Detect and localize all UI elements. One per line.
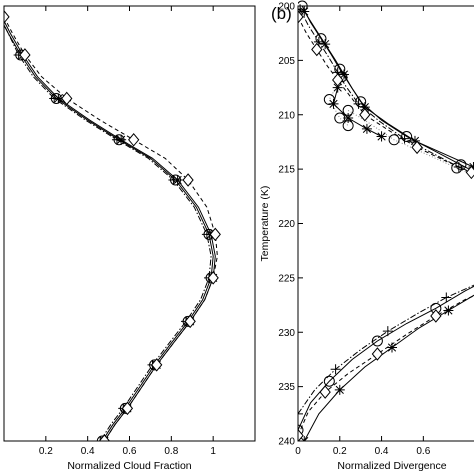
axes-frame (297, 5, 474, 442)
series-4-marker (121, 401, 134, 416)
series-4-line (4, 16, 218, 441)
series-4-marker (376, 131, 387, 142)
series-4-marker (61, 91, 73, 106)
series-5-line-seg-1 (299, 9, 474, 175)
series-4-marker (328, 98, 339, 109)
series-1-line (4, 23, 214, 441)
series-4-marker (343, 113, 354, 124)
series-5-marker (441, 292, 452, 303)
panel-b-plot: 0 0.2 0.4 0.6 200 205 210 215 220 225 230 235 240 Nor… (259, 0, 474, 472)
series-1-marker (323, 375, 335, 387)
series-3-marker (387, 342, 397, 353)
series-3-marker (409, 135, 420, 146)
plot-area (298, 0, 474, 441)
series-5-marker (313, 36, 324, 47)
series-6-marker (298, 10, 304, 24)
x-tick-label: 0.6 (123, 446, 137, 457)
series-4-marker (4, 10, 10, 24)
series-3-marker (334, 384, 345, 395)
series-1-marker (96, 435, 108, 441)
series-4-marker (361, 123, 372, 134)
series-3-line (4, 23, 212, 441)
series-4-marker (207, 271, 219, 285)
series-6-marker (359, 107, 371, 122)
series-3-marker (443, 305, 454, 316)
series-5-marker (298, 408, 303, 419)
y-tick-label: 210 (278, 110, 295, 121)
series-1-marker (298, 424, 304, 436)
series-6-marker (430, 309, 442, 323)
series-6-marker (371, 347, 384, 361)
series-2-marker (388, 134, 400, 146)
series-6-marker (298, 428, 304, 441)
y-tick-label: 205 (278, 56, 295, 67)
series-3-marker (299, 6, 310, 17)
x-axis-label: Normalized Cloud Fraction (67, 460, 191, 472)
series-4-marker (182, 173, 194, 187)
series-3-marker (168, 175, 179, 185)
series-2-line-seg-2 (347, 109, 474, 176)
x-axis-label: Normalized Divergence (337, 460, 446, 472)
series-4-marker (184, 314, 196, 329)
series-1-line-seg-2 (298, 285, 474, 431)
y-tick-label: 235 (278, 382, 295, 393)
series-1-marker (371, 335, 383, 347)
series-4-marker (98, 434, 111, 441)
y-tick-label: 200 (278, 2, 295, 13)
y-tick-label: 230 (278, 328, 295, 339)
series-4-marker (19, 48, 31, 62)
panel-label: (b) (271, 4, 292, 23)
series-4-marker (209, 227, 221, 242)
series-3-marker (359, 102, 370, 113)
series-4-marker (332, 82, 343, 93)
series-5-marker (399, 133, 410, 144)
series-4-marker (151, 358, 163, 372)
series-6-marker (465, 165, 474, 180)
series-3-marker (95, 436, 106, 441)
x-tick-label: 0 (295, 446, 301, 457)
y-tick-label: 215 (278, 165, 295, 176)
panel-a-plot: 0.2 0.4 0.6 0.8 1 Normalized Cloud Fraction (3, 5, 256, 472)
x-tick-label: 0.8 (164, 446, 178, 457)
series-6-line-seg-1 (298, 16, 474, 174)
series-6-marker (411, 140, 423, 155)
plot-area (4, 10, 221, 441)
series-3-line-seg-1 (303, 11, 474, 168)
series-3-marker (338, 69, 349, 80)
series-5-marker (382, 326, 393, 337)
series-3-marker (320, 39, 331, 50)
series-3-marker (49, 93, 60, 104)
series-3-marker (111, 134, 122, 145)
series-6-marker (332, 73, 344, 87)
x-tick-label: 0.2 (333, 446, 347, 457)
axes-frame (3, 5, 256, 442)
y-axis-label: Temperature (K) (259, 186, 271, 262)
series-2-line (4, 19, 216, 441)
series-6-marker (319, 385, 331, 399)
x-tick-label: 0.4 (375, 446, 389, 457)
series-5-marker (330, 364, 341, 375)
y-tick-label: 225 (278, 273, 295, 284)
series-3-marker (468, 161, 474, 172)
series-1-line-seg-1 (301, 5, 474, 173)
series-4-marker (128, 132, 140, 147)
series-6-marker (311, 42, 323, 57)
x-tick-label: 0.2 (39, 446, 53, 457)
series-2-line-seg-1 (328, 76, 349, 126)
series-4-line (332, 87, 382, 137)
y-tick-label: 240 (278, 437, 295, 448)
x-tick-label: 1 (210, 446, 216, 457)
x-tick-label: 0.4 (81, 446, 95, 457)
x-tick-label: 0.6 (416, 446, 430, 457)
y-tick-label: 220 (278, 219, 295, 230)
